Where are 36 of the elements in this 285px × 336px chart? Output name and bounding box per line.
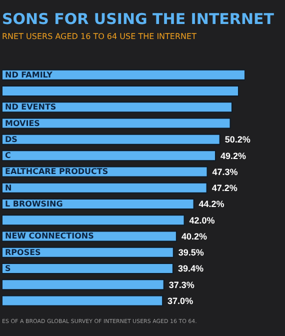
data-label: 42.0% [189,215,215,226]
y-tick-label: DS [5,134,18,144]
bar [2,86,239,97]
chart-title: SONS FOR USING THE INTERNET [1,9,276,28]
bar [2,134,220,145]
bar [2,150,216,162]
y-tick-label: ND FAMILY [5,70,53,80]
y-tick-label: RPOSES [5,248,42,257]
bar [2,102,232,113]
bar [2,214,185,226]
data-label: 37.3% [168,280,194,290]
data-label: 40.2% [181,231,207,242]
y-tick-label: ND EVENTS [5,102,56,112]
data-label: 47.2% [212,183,238,194]
y-tick-label: MOVIES [5,118,40,128]
bar [2,279,164,290]
y-tick-label: L BROWSING [5,199,63,208]
data-label: 44.2% [198,199,224,210]
data-label: 50.2% [224,134,250,145]
bar [2,263,174,274]
data-label: 39.5% [178,248,204,258]
bar [2,69,245,80]
data-label: 47.3% [212,166,238,177]
bar [2,295,164,306]
bar [2,246,174,258]
bar [2,118,231,129]
data-label: 49.2% [220,150,246,161]
y-tick-label: S [5,264,11,274]
bar [2,182,208,194]
chart-subtitle: RNET USERS AGED 16 TO 64 USE THE INTERNET [1,31,198,41]
data-label: 39.4% [178,264,204,274]
data-label: 37.0% [168,296,194,306]
y-tick-label: EALTHCARE PRODUCTS [5,167,108,176]
y-tick-label: NEW CONNECTIONS [5,232,94,241]
y-tick-label: N [5,183,12,192]
y-tick-label: C [5,151,11,160]
